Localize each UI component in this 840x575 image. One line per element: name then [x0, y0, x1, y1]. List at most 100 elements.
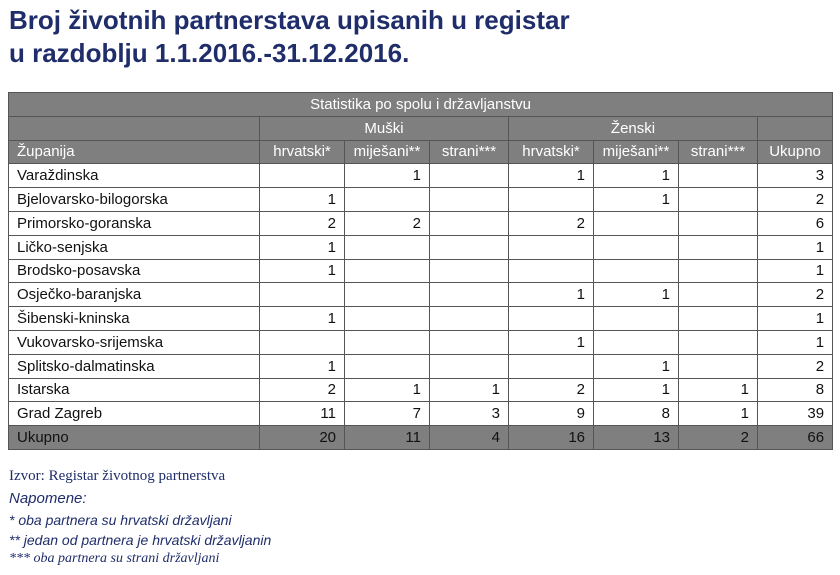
table-row: Grad Zagreb 11 7 3 9 8 1 39	[8, 401, 834, 427]
column-header-male-croatian: hrvatski*	[259, 139, 345, 165]
table-cell	[508, 258, 594, 284]
table-cell: 1	[593, 282, 679, 308]
table-row: Splitsko-dalmatinska 1 1 2	[8, 353, 834, 379]
table-cell	[429, 306, 509, 331]
table-cell: 1	[593, 377, 679, 403]
page-title: Broj životnih partnerstava upisanih u re…	[9, 4, 570, 70]
total-label: Ukupno	[8, 425, 260, 450]
table-cell: 2	[508, 377, 594, 403]
table-cell	[429, 353, 509, 379]
table-cell	[344, 187, 430, 212]
table-cell	[593, 306, 679, 331]
table-row: Vukovarsko-srijemska 1 1	[8, 329, 834, 355]
note-item: ** jedan od partnera je hrvatski državlj…	[9, 532, 272, 548]
table-row: Primorsko-goranska 2 2 2 6	[8, 210, 834, 236]
table-cell	[593, 329, 679, 355]
statistics-table: Statistika po spolu i državljanstvu Mušk…	[7, 92, 834, 450]
total-cell: 4	[429, 425, 509, 450]
region-name: Primorsko-goranska	[8, 210, 260, 236]
table-cell: 3	[756, 163, 834, 189]
table-cell: 2	[756, 187, 834, 212]
empty-header-cell	[8, 115, 260, 141]
table-row: Bjelovarsko-bilogorska 1 1 2	[8, 187, 834, 212]
table-cell: 2	[756, 353, 834, 379]
table-cell	[429, 329, 509, 355]
table-cell: 1	[756, 258, 834, 284]
column-header-female-croatian: hrvatski*	[508, 139, 594, 165]
table-cell: 39	[756, 401, 834, 427]
table-cell: 1	[508, 163, 594, 189]
notes-title: Napomene:	[9, 490, 87, 507]
column-header-female-foreign: strani***	[678, 139, 758, 165]
table-cell: 1	[259, 353, 345, 379]
table-cell	[678, 329, 758, 355]
table-cell: 1	[259, 234, 345, 260]
table-cell	[678, 258, 758, 284]
table-cell	[508, 234, 594, 260]
table-cell	[259, 282, 345, 308]
table-cell: 1	[508, 329, 594, 355]
table-cell	[429, 234, 509, 260]
table-row: Varaždinska 1 1 1 3	[8, 163, 834, 189]
region-name: Bjelovarsko-bilogorska	[8, 187, 260, 212]
total-cell: 13	[593, 425, 679, 450]
table-caption: Statistika po spolu i državljanstvu	[7, 92, 834, 117]
table-row: Istarska 2 1 1 2 1 1 8	[8, 377, 834, 403]
table-row: Ličko-senjska 1 1	[8, 234, 834, 260]
table-cell: 1	[756, 234, 834, 260]
table-cell: 2	[259, 210, 345, 236]
table-row: Osječko-baranjska 1 1 2	[8, 282, 834, 308]
table-row: Brodsko-posavska 1 1	[8, 258, 834, 284]
table-cell	[678, 163, 758, 189]
region-name: Varaždinska	[8, 163, 260, 189]
column-header-female-mixed: miješani**	[593, 139, 679, 165]
table-cell: 1	[678, 401, 758, 427]
table-cell: 8	[756, 377, 834, 403]
region-name: Ličko-senjska	[8, 234, 260, 260]
table-caption-row: Statistika po spolu i državljanstvu	[7, 92, 834, 117]
table-cell: 9	[508, 401, 594, 427]
table-cell	[259, 329, 345, 355]
note-item: * oba partnera su hrvatski državljani	[9, 512, 232, 528]
table-cell	[429, 258, 509, 284]
source-note: Izvor: Registar životnog partnerstva	[9, 468, 226, 484]
table-cell	[344, 282, 430, 308]
region-name: Vukovarsko-srijemska	[8, 329, 260, 355]
table-cell: 1	[593, 353, 679, 379]
table-group-row: Muški Ženski	[8, 115, 834, 141]
region-name: Šibenski-kninska	[8, 306, 260, 331]
table-cell	[508, 353, 594, 379]
table-cell	[429, 210, 509, 236]
group-female-header: Ženski	[508, 115, 758, 141]
table-cell: 1	[429, 377, 509, 403]
group-male-header: Muški	[259, 115, 509, 141]
table-cell	[678, 234, 758, 260]
table-cell: 1	[678, 377, 758, 403]
table-cell	[429, 163, 509, 189]
column-header-male-mixed: miješani**	[344, 139, 430, 165]
note-item: *** oba partnera su strani državljani	[9, 551, 220, 566]
table-cell: 1	[259, 187, 345, 212]
table-cell: 1	[508, 282, 594, 308]
table-cell: 7	[344, 401, 430, 427]
table-cell	[678, 353, 758, 379]
table-cell	[678, 306, 758, 331]
table-cell: 3	[429, 401, 509, 427]
column-header-male-foreign: strani***	[429, 139, 509, 165]
table-cell: 11	[259, 401, 345, 427]
table-cell: 1	[259, 258, 345, 284]
table-cell: 2	[344, 210, 430, 236]
table-cell: 1	[344, 163, 430, 189]
table-cell: 2	[259, 377, 345, 403]
table-row: Šibenski-kninska 1 1	[8, 306, 834, 331]
table-cell: 8	[593, 401, 679, 427]
table-cell	[678, 282, 758, 308]
region-name: Grad Zagreb	[8, 401, 260, 427]
table-cell	[259, 163, 345, 189]
table-cell	[508, 187, 594, 212]
table-cell	[508, 306, 594, 331]
table-cell: 1	[259, 306, 345, 331]
table-cell: 2	[756, 282, 834, 308]
table-column-row: Županija hrvatski* miješani** strani*** …	[8, 139, 834, 165]
empty-header-cell	[756, 115, 834, 141]
